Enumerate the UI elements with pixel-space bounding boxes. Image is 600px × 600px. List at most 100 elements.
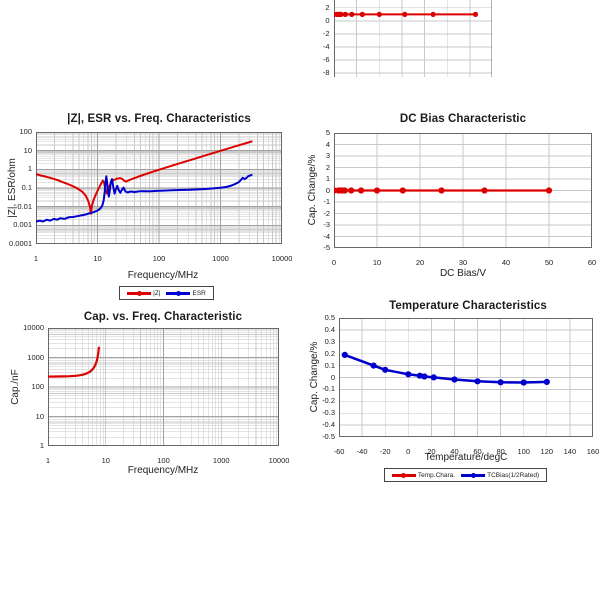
legend-line-swatch-icon — [461, 472, 486, 478]
y-tick-label: 3 — [325, 151, 330, 160]
x-axis-label: Temperature/degC — [424, 452, 508, 463]
y-tick-label: 4 — [325, 139, 330, 149]
y-tick-label: 1 — [27, 164, 32, 174]
series-line — [48, 346, 101, 378]
y-tick-label: -0.1 — [322, 384, 335, 394]
plot-area — [36, 132, 282, 244]
y-tick-label: -0.2 — [322, 396, 335, 406]
legend: Temp.Chara. TCBias(1/2Rated) — [384, 468, 547, 482]
x-tick-label: -20 — [379, 447, 391, 456]
y-tick-label: 2 — [325, 2, 330, 12]
plot-area — [334, 133, 592, 248]
y-tick-label: -4 — [323, 231, 330, 241]
y-tick-label: 100 — [19, 127, 32, 136]
legend-item: Temp.Chara. — [391, 471, 456, 479]
x-tick-label: 20 — [415, 258, 425, 267]
legend-item: ESR — [166, 289, 206, 297]
y-tick-label: 0.2 — [324, 348, 335, 358]
x-tick-label: 10 — [93, 254, 102, 263]
x-axis-label: Frequency/MHz — [127, 465, 199, 476]
x-tick-label: 1000 — [212, 254, 229, 263]
x-tick-label: 50 — [544, 258, 554, 267]
x-tick-label: 120 — [540, 447, 554, 456]
legend-line-swatch-icon — [166, 290, 191, 296]
y-tick-label: 0.1 — [21, 183, 32, 192]
y-tick-label: 0.01 — [17, 201, 32, 211]
x-tick-label: 1 — [45, 456, 51, 465]
x-tick-label: 60 — [473, 447, 482, 456]
y-tick-label: 5 — [325, 128, 330, 137]
legend-line-swatch-icon — [391, 472, 416, 478]
y-tick-label: 0 — [325, 15, 330, 25]
legend-item: TCBias(1/2Rated) — [461, 472, 539, 479]
y-tick-label: -6 — [322, 55, 330, 65]
y-tick-label: -0.5 — [322, 432, 335, 441]
y-tick-label: 10 — [35, 411, 44, 421]
legend-label: ESR — [192, 289, 206, 297]
x-tick-label: 20 — [427, 447, 436, 456]
y-tick-label: 0 — [330, 372, 335, 382]
y-tick-label: -5 — [323, 243, 330, 252]
legend-item: |Z| — [127, 290, 160, 297]
y-tick-label: 1000 — [27, 352, 44, 362]
x-tick-label: 100 — [157, 456, 170, 465]
y-tick-label: -4 — [322, 41, 330, 51]
legend-label: TCBias(1/2Rated) — [487, 471, 540, 479]
x-tick-label: 140 — [563, 447, 577, 456]
x-tick-label: 60 — [587, 258, 597, 267]
x-tick-label: 100 — [152, 254, 166, 263]
y-tick-label: 0.001 — [13, 220, 32, 230]
chart-title: Cap. vs. Freq. Characteristic — [83, 311, 243, 323]
x-tick-label: 80 — [496, 447, 505, 456]
series-markers — [334, 187, 553, 194]
y-tick-label: -0.4 — [322, 420, 335, 430]
y-tick-label: 10 — [23, 145, 32, 155]
x-tick-label: 0 — [331, 258, 337, 267]
y-tick-label: -1 — [323, 197, 330, 206]
x-tick-label: 100 — [517, 447, 530, 456]
y-tick-label: -2 — [323, 208, 330, 218]
y-tick-label: 2 — [325, 162, 330, 172]
series-markers — [341, 351, 550, 386]
y-tick-label: 0.5 — [324, 313, 335, 322]
y-tick-label: 0.4 — [324, 324, 335, 334]
x-axis-label: Frequency/MHz — [127, 270, 199, 281]
y-tick-label: -0.3 — [322, 408, 335, 418]
x-tick-label: 10000 — [268, 456, 290, 465]
legend-label: |Z| — [153, 289, 161, 297]
x-tick-label: -60 — [333, 447, 345, 456]
grid-lines — [36, 132, 282, 244]
legend-line-swatch-icon — [127, 290, 152, 296]
y-tick-label: 0.3 — [324, 336, 335, 346]
plot-area — [333, 0, 492, 77]
x-tick-label: 0 — [406, 447, 411, 456]
x-tick-label: 160 — [586, 447, 600, 456]
grid-lines — [48, 328, 279, 446]
y-tick-label: 0.1 — [324, 360, 335, 370]
legend-label: Temp.Chara. — [417, 471, 456, 479]
series-markers — [333, 11, 478, 17]
x-tick-label: 1000 — [212, 456, 230, 465]
x-tick-label: -40 — [356, 447, 368, 456]
x-tick-label: 10 — [101, 456, 110, 465]
y-tick-label: 0 — [325, 185, 330, 195]
x-tick-label: 1 — [33, 254, 39, 263]
plot-area — [339, 318, 593, 437]
y-tick-label: 10000 — [23, 323, 44, 332]
y-tick-label: 100 — [31, 382, 44, 391]
y-tick-label: 1 — [325, 174, 330, 183]
series-line — [36, 140, 253, 215]
y-tick-label: 1 — [39, 441, 44, 450]
y-tick-label: -2 — [322, 28, 330, 38]
plot-area — [48, 328, 279, 446]
legend: |Z| ESR — [119, 286, 214, 300]
y-tick-label: -8 — [322, 68, 330, 78]
y-tick-label: -3 — [323, 220, 330, 229]
x-tick-label: 10000 — [271, 254, 293, 263]
x-tick-label: 30 — [458, 258, 468, 267]
grid-lines — [333, 0, 492, 77]
